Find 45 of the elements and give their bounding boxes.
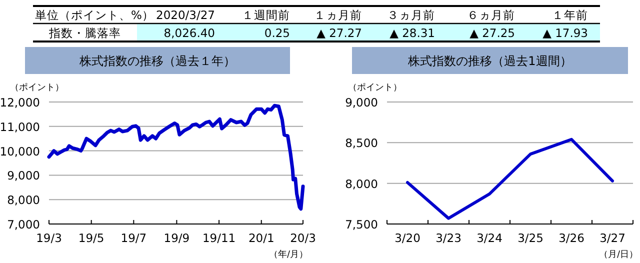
x-tick-label: 19/3: [36, 231, 62, 245]
text: １ヵ月前: [314, 8, 362, 22]
y-tick-label: 10,000: [0, 144, 40, 158]
y-tick-label: 7,500: [345, 218, 378, 232]
text: １週間前: [242, 8, 290, 22]
text: ▲ 28.31: [390, 26, 435, 40]
chart-title: 株式指数の推移（過去1週間）: [407, 54, 572, 68]
line-series: [406, 138, 614, 220]
y-axis-title: （ポイント）: [10, 83, 64, 93]
text: ６ヵ月前: [467, 8, 515, 22]
text: ▲ 27.27: [316, 26, 362, 40]
x-tick-label: 19/7: [120, 231, 147, 245]
y-tick-label: 9,000: [345, 96, 378, 110]
text: １年前: [552, 8, 588, 22]
y-tick-label: 8,000: [345, 176, 378, 191]
x-tick-label: 3/25: [518, 231, 544, 245]
x-axis-title: （年/月）: [268, 249, 308, 260]
x-tick-label: 3/24: [476, 231, 502, 245]
text: 単位（ポイント、%）: [35, 8, 154, 22]
x-tick-label: 20/1: [248, 231, 274, 245]
y-axis-title: （ポイント）: [348, 83, 402, 93]
x-tick-label: 3/20: [394, 231, 420, 245]
text: ３ヵ月前: [387, 8, 435, 22]
text: ▲ 17.93: [542, 26, 588, 40]
y-tick-label: 12,000: [0, 96, 40, 110]
text: 指数・騰落率: [48, 26, 121, 40]
text: 8,026.40: [164, 26, 215, 40]
x-tick-label: 19/9: [164, 231, 190, 245]
y-tick-label: 7,000: [7, 218, 40, 232]
x-tick-label: 3/27: [600, 231, 626, 245]
y-tick-label: 8,500: [345, 136, 378, 150]
x-tick-label: 19/11: [202, 231, 236, 245]
x-tick-label: 3/26: [558, 231, 584, 245]
x-axis-title: （月/日）: [598, 250, 638, 260]
line-series: [47, 104, 305, 211]
text: 0.25: [264, 26, 290, 40]
y-tick-label: 8,000: [7, 193, 40, 208]
text: 2020/3/27: [156, 8, 215, 22]
x-tick-label: 19/5: [78, 231, 104, 245]
text: ▲ 27.25: [470, 26, 515, 40]
chart-title: 株式指数の推移（過去１年）: [78, 54, 236, 68]
y-tick-label: 11,000: [0, 120, 40, 134]
x-tick-label: 20/3: [290, 231, 316, 245]
y-tick-label: 9,000: [7, 168, 40, 183]
x-tick-label: 3/23: [436, 231, 462, 245]
